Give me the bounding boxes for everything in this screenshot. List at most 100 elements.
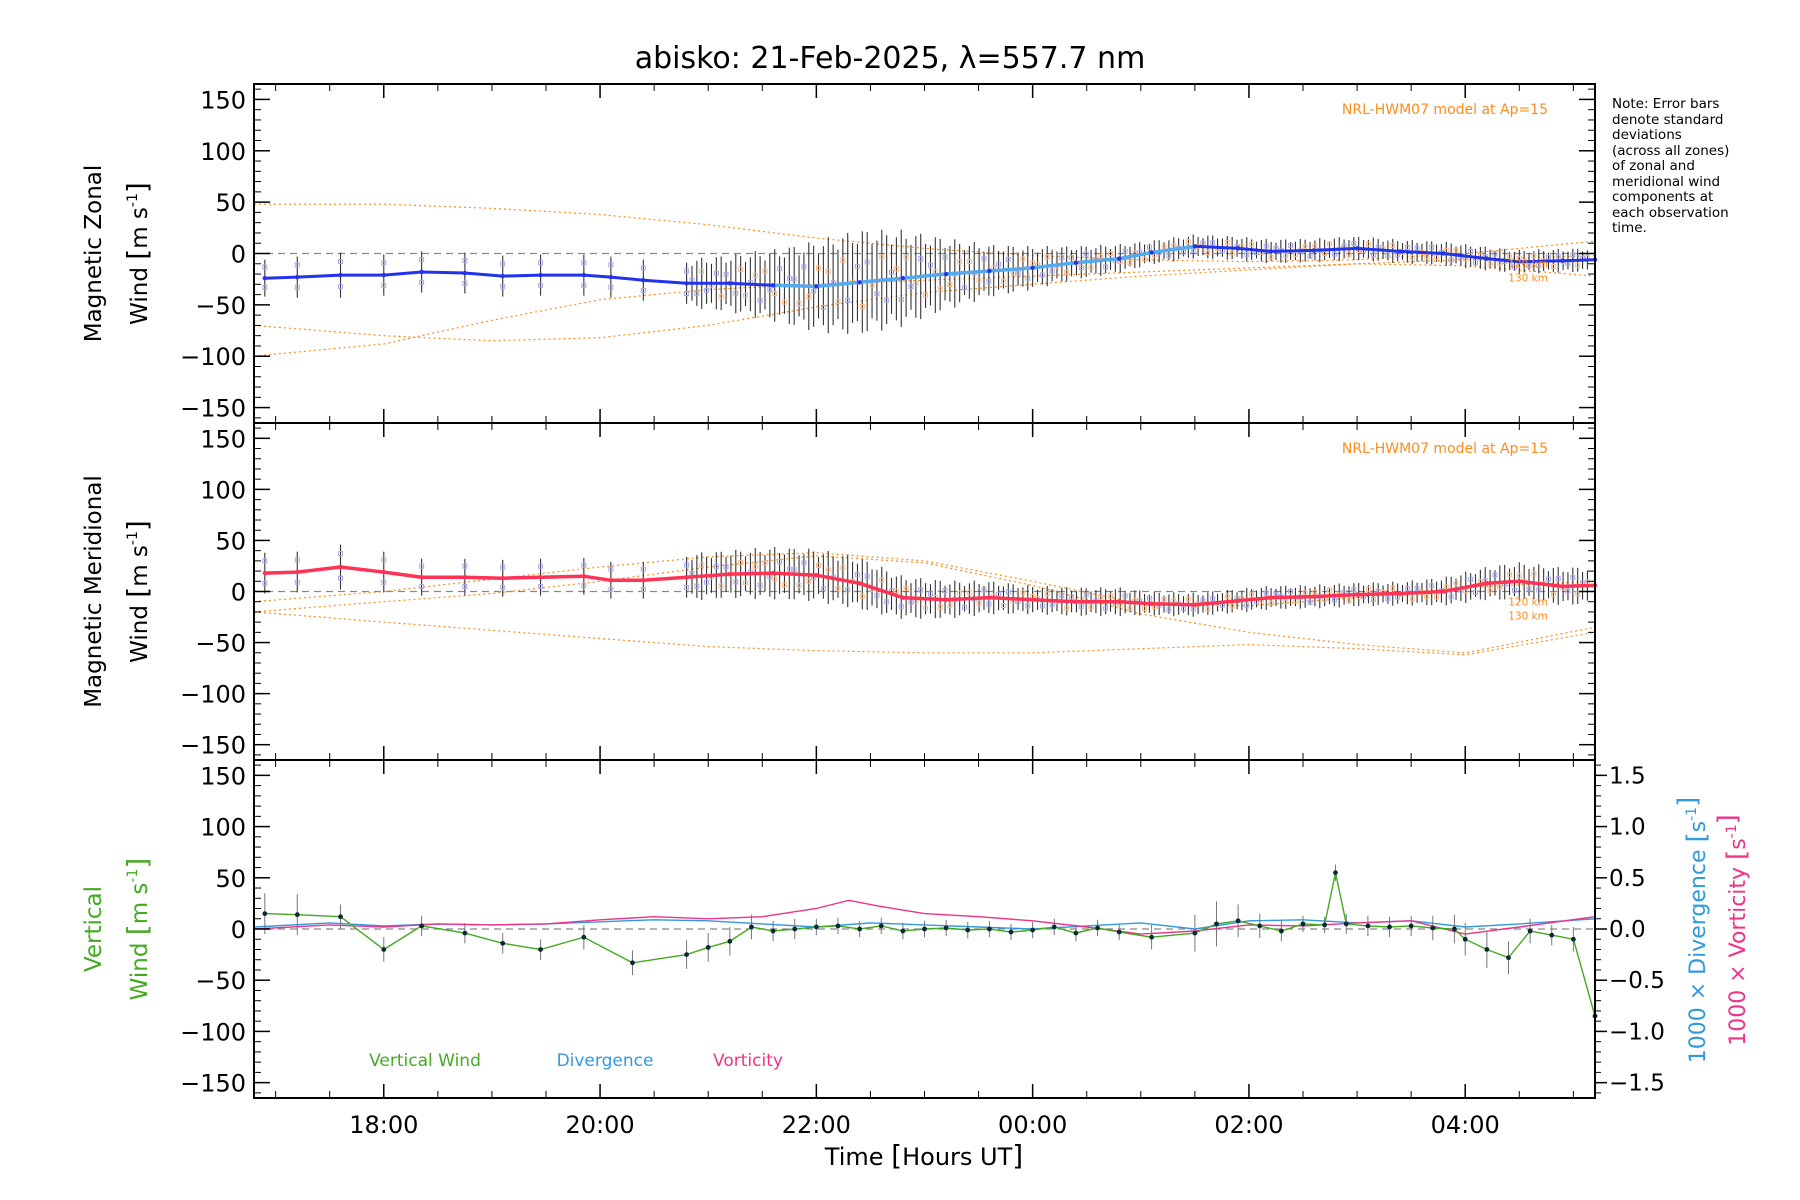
zone-point (981, 256, 987, 262)
zone-point (1511, 587, 1517, 593)
data-point (1073, 930, 1079, 936)
zone-point (1268, 600, 1274, 606)
data-point (705, 945, 711, 950)
zone-point (1370, 252, 1376, 258)
zone-point (538, 260, 544, 266)
zone-point (854, 572, 860, 578)
y-tick-label: 50 (215, 527, 246, 555)
zone-point (923, 605, 929, 611)
data-point (419, 923, 425, 929)
zone-point (752, 564, 758, 570)
zone-point (1039, 272, 1045, 278)
zone-point (1049, 268, 1055, 274)
zone-point (1507, 253, 1513, 259)
zone-point (338, 259, 344, 265)
zone-point (1575, 591, 1581, 597)
y-tick-label: 150 (200, 762, 246, 790)
zone-point (381, 260, 387, 266)
right-tick-label: 0.5 (1609, 866, 1646, 892)
zone-point (1312, 243, 1318, 249)
zone-point (927, 262, 933, 268)
zone-point (864, 573, 870, 579)
data-point (813, 924, 819, 930)
zone-point (500, 283, 506, 289)
zone-point (1453, 247, 1459, 253)
zone-point (816, 562, 822, 568)
data-point (749, 924, 754, 930)
zone-point (1083, 251, 1089, 257)
zone-point (294, 579, 300, 585)
axis-label-part: m (127, 895, 153, 925)
zone-point (757, 297, 763, 303)
zone-point (825, 269, 831, 275)
zone-point (684, 291, 690, 297)
zone-point (996, 261, 1002, 267)
zone-point (1103, 264, 1109, 270)
data-point (538, 947, 543, 952)
axis-label-part: -1 (125, 531, 141, 545)
zone-point (733, 579, 739, 585)
zone-point (1010, 270, 1016, 276)
data-point (1311, 594, 1317, 599)
zone-point (1536, 587, 1542, 593)
zone-point (419, 583, 425, 589)
model-curve (253, 555, 1596, 654)
data-point (462, 930, 468, 936)
note-line: each observation (1612, 204, 1729, 221)
zone-point (1365, 586, 1371, 592)
zone-point (1030, 260, 1036, 266)
right-tick-label: −1.0 (1609, 1019, 1665, 1045)
zone-point (801, 560, 807, 566)
zone-point (1448, 594, 1454, 600)
zone-point (884, 599, 890, 605)
data-point (1549, 932, 1555, 938)
zone-point (1190, 606, 1196, 612)
zone-point (713, 270, 719, 276)
zone-point (1312, 589, 1318, 595)
data-point (857, 581, 862, 586)
data-point (419, 269, 424, 275)
chart-title: abisko: 21-Feb-2025, λ=557.7 nm (635, 41, 1146, 76)
zone-point (1083, 592, 1089, 598)
data-point (1073, 260, 1079, 265)
zone-point (581, 582, 587, 588)
divergence-axis-label: 1000 × Divergence [s-1] (1673, 797, 1712, 1064)
zone-point (1000, 278, 1006, 284)
zone-point (640, 287, 646, 293)
zone-point (1064, 269, 1070, 275)
zone-point (694, 290, 700, 296)
note-line: (across all zones) (1612, 142, 1730, 159)
zone-point (381, 282, 387, 288)
zone-point (1078, 265, 1084, 271)
zone-point (1185, 596, 1191, 602)
legend-label: Divergence (557, 1051, 654, 1071)
zone-point (1044, 591, 1050, 597)
zone-point (898, 296, 904, 302)
zone-point (947, 602, 953, 608)
zone-point (835, 299, 841, 305)
zone-point (1448, 257, 1454, 263)
x-axis-label: Time [Hours UT] (824, 1139, 1023, 1172)
data-point (1441, 589, 1446, 594)
data-point (1333, 870, 1338, 876)
zone-point (1288, 242, 1294, 248)
y-tick-label: −50 (195, 292, 246, 320)
zone-point (874, 291, 880, 297)
zone-point (962, 285, 968, 291)
zone-point (1205, 606, 1211, 612)
x-tick-label: 04:00 (1431, 1111, 1500, 1139)
zone-point (262, 580, 268, 586)
axis-label-part: ] (1673, 797, 1703, 807)
note-line: meridional wind (1612, 173, 1721, 190)
data-point (1322, 922, 1328, 928)
zone-point (781, 582, 787, 588)
zone-point (1468, 576, 1474, 582)
zone-point (1492, 572, 1498, 578)
zone-point (1283, 253, 1289, 259)
zone-point (1424, 254, 1430, 260)
axis-label-part: -1 (125, 869, 141, 883)
zone-point (743, 292, 749, 298)
zone-point (1570, 252, 1576, 258)
data-point (1116, 929, 1122, 935)
